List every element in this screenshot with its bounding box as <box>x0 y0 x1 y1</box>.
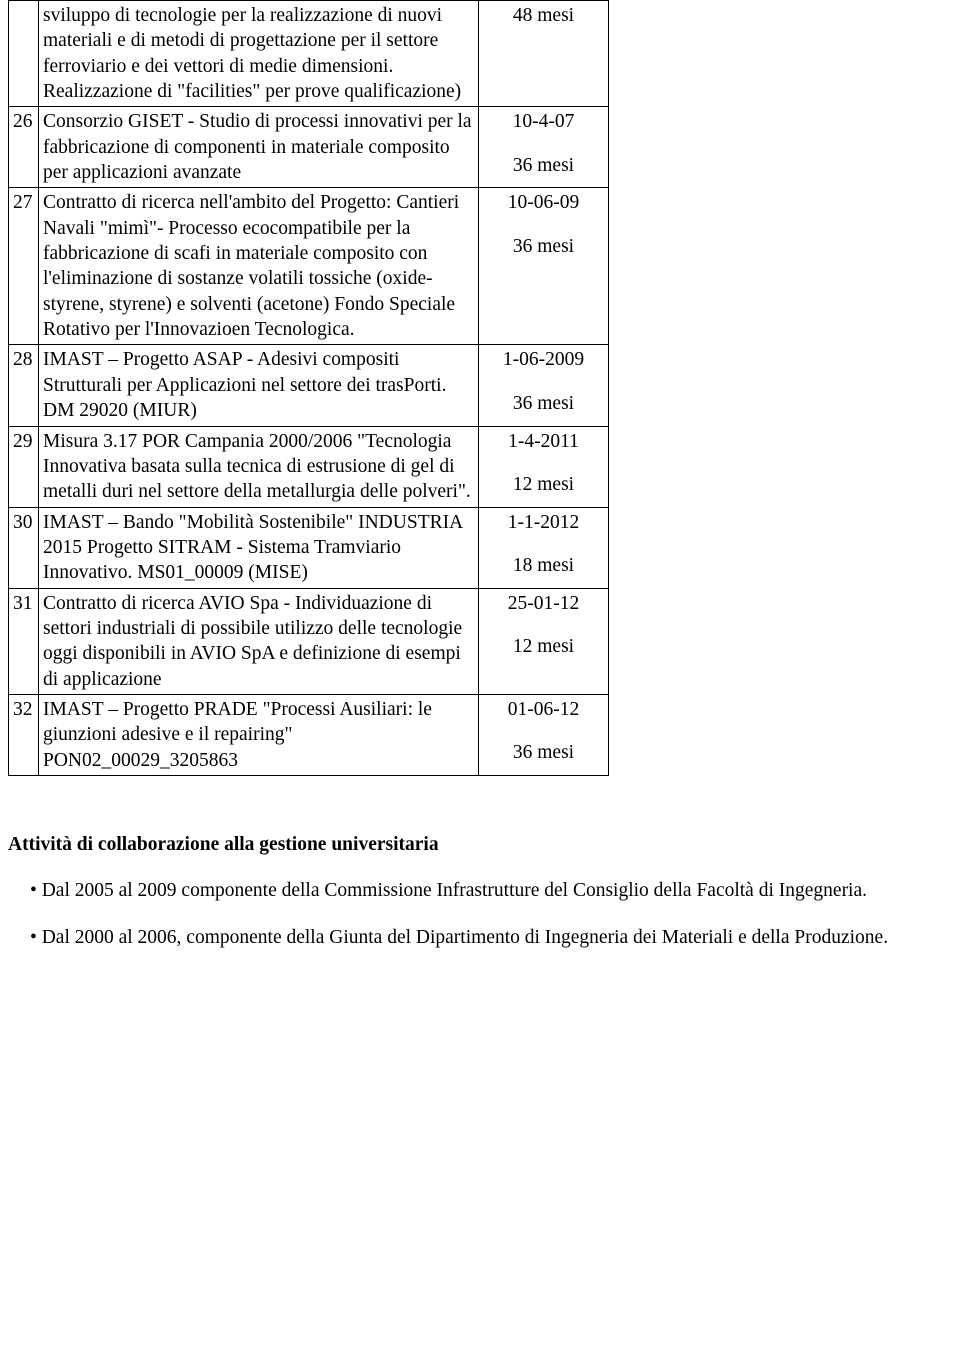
row-number: 27 <box>9 188 39 345</box>
row-number <box>9 1 39 107</box>
row-description: Contratto di ricerca nell'ambito del Pro… <box>39 188 479 345</box>
row-description: IMAST – Progetto PRADE "Processi Ausilia… <box>39 694 479 775</box>
row-description: sviluppo di tecnologie per la realizzazi… <box>39 1 479 107</box>
table-row: 29Misura 3.17 POR Campania 2000/2006 "Te… <box>9 426 609 507</box>
row-description: Misura 3.17 POR Campania 2000/2006 "Tecn… <box>39 426 479 507</box>
row-number: 31 <box>9 588 39 694</box>
bullet-paragraph: • Dal 2005 al 2009 componente della Comm… <box>8 878 952 903</box>
projects-table: sviluppo di tecnologie per la realizzazi… <box>8 0 609 776</box>
table-row: 26Consorzio GISET - Studio di processi i… <box>9 107 609 188</box>
row-description: Contratto di ricerca AVIO Spa - Individu… <box>39 588 479 694</box>
row-description: IMAST – Progetto ASAP - Adesivi composit… <box>39 345 479 426</box>
row-number: 28 <box>9 345 39 426</box>
row-number: 30 <box>9 507 39 588</box>
row-description: Consorzio GISET - Studio di processi inn… <box>39 107 479 188</box>
row-date-duration: 48 mesi <box>479 1 609 107</box>
table-row: 32IMAST – Progetto PRADE "Processi Ausil… <box>9 694 609 775</box>
row-number: 26 <box>9 107 39 188</box>
row-date-duration: 1-06-200936 mesi <box>479 345 609 426</box>
row-date-duration: 01-06-1236 mesi <box>479 694 609 775</box>
row-date-duration: 25-01-1212 mesi <box>479 588 609 694</box>
row-date-duration: 1-1-201218 mesi <box>479 507 609 588</box>
row-number: 32 <box>9 694 39 775</box>
table-row: sviluppo di tecnologie per la realizzazi… <box>9 1 609 107</box>
row-date-duration: 10-4-0736 mesi <box>479 107 609 188</box>
bullet-paragraph: • Dal 2000 al 2006, componente della Giu… <box>8 925 952 950</box>
section-title: Attività di collaborazione alla gestione… <box>8 834 960 856</box>
table-row: 28IMAST – Progetto ASAP - Adesivi compos… <box>9 345 609 426</box>
row-date-duration: 1-4-201112 mesi <box>479 426 609 507</box>
table-row: 27Contratto di ricerca nell'ambito del P… <box>9 188 609 345</box>
table-row: 31Contratto di ricerca AVIO Spa - Indivi… <box>9 588 609 694</box>
row-number: 29 <box>9 426 39 507</box>
table-row: 30IMAST – Bando "Mobilità Sostenibile" I… <box>9 507 609 588</box>
row-date-duration: 10-06-0936 mesi <box>479 188 609 345</box>
row-description: IMAST – Bando "Mobilità Sostenibile" IND… <box>39 507 479 588</box>
